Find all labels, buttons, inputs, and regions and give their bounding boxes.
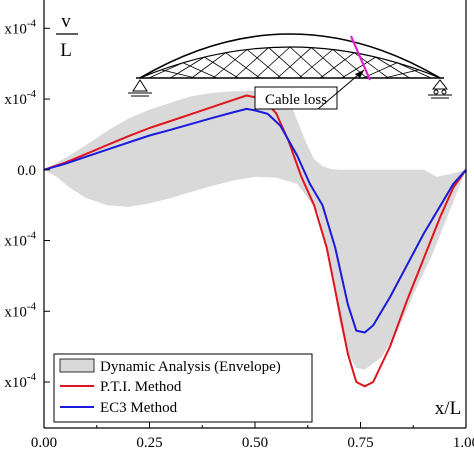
hanger	[255, 46, 291, 79]
legend-label-ec3: EC3 Method	[100, 400, 178, 416]
hanger	[182, 62, 218, 79]
hanger	[396, 62, 432, 79]
legend-swatch-envelope	[59, 358, 95, 373]
y-tick-exponent: -4	[27, 371, 37, 383]
hanger	[161, 69, 196, 79]
y-tick-label: x10-4	[4, 17, 36, 37]
arch-inner	[139, 46, 441, 79]
y-tick-label: x10-4	[4, 230, 36, 250]
cable-loss-callout: Cable loss	[254, 69, 365, 110]
hanger	[298, 49, 334, 79]
x-tick-label: 0.50	[242, 435, 268, 451]
y-tick-exponent: -4	[27, 88, 37, 100]
callout-label: Cable loss	[265, 92, 327, 108]
x-tick-label: 0.00	[31, 435, 57, 451]
hanger	[341, 56, 376, 79]
arch-outer	[139, 33, 441, 79]
y-tick-exponent: -4	[27, 300, 37, 312]
ec3-method-line	[43, 107, 467, 334]
callout-arrow	[317, 69, 365, 110]
lost-cable	[349, 35, 372, 81]
y-label-numerator: v	[61, 11, 71, 32]
x-axis-label: x/L	[435, 398, 461, 419]
y-axis-label: v L	[56, 11, 78, 61]
hanger	[191, 52, 226, 79]
hanger	[204, 56, 239, 79]
envelope-area	[44, 90, 466, 370]
hanger	[311, 47, 346, 79]
x-tick-label: 1.00	[453, 435, 474, 451]
arch-bridge-inset	[128, 33, 452, 99]
hanger	[320, 52, 355, 79]
hanger	[225, 52, 260, 79]
legend-label-pti: P.T.I. Method	[100, 379, 182, 395]
callout-box	[254, 86, 338, 110]
y-tick-label: x10-4	[4, 88, 36, 108]
hanger	[212, 49, 248, 79]
legend-label-envelope: Dynamic Analysis (Envelope)	[100, 359, 281, 375]
hanger	[246, 49, 282, 79]
hanger	[170, 56, 205, 79]
right-support	[428, 79, 452, 99]
y-tick-label: x10-4	[4, 300, 36, 320]
hanger	[148, 62, 184, 79]
hanger	[234, 47, 269, 79]
callout-arrowhead	[355, 70, 364, 78]
x-tick-label: 0.75	[347, 435, 373, 451]
hanger	[277, 47, 312, 79]
legend: Dynamic Analysis (Envelope) P.T.I. Metho…	[53, 353, 313, 423]
hanger	[268, 47, 303, 79]
hanger	[384, 69, 419, 79]
hanger	[375, 56, 410, 79]
hanger	[289, 46, 325, 79]
y-tick-exponent: -4	[27, 17, 37, 29]
y-label-denominator: L	[60, 40, 72, 61]
legend-frame	[53, 353, 313, 423]
x-tick-label: 0.25	[136, 435, 162, 451]
y-tick-label: 0.0	[17, 163, 36, 179]
y-tick-label: x10-4	[4, 371, 36, 391]
left-support	[128, 79, 152, 97]
y-tick-exponent: -4	[27, 230, 37, 242]
